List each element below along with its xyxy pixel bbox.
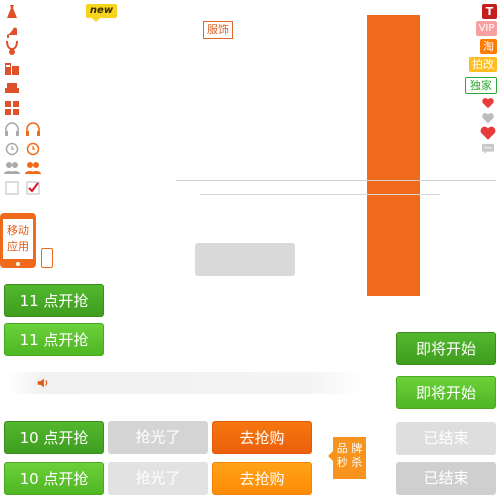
brand-flash-sale-tag[interactable]: 品 牌 秒 杀 [328, 437, 366, 479]
new-badge: new [86, 4, 117, 22]
start-at-10-button[interactable]: 10 点开抢 [4, 421, 104, 454]
start-at-10-button[interactable]: 10 点开抢 [4, 462, 104, 495]
mobile-app-label: 移动 [7, 224, 29, 237]
users-icon[interactable] [4, 160, 20, 176]
buy-now-button[interactable]: 去抢购 [212, 462, 312, 495]
speaker-icon[interactable] [36, 376, 50, 390]
heart-icon[interactable] [481, 96, 495, 110]
taobao-badge: 淘 [480, 39, 497, 54]
coming-soon-button[interactable]: 即将开始 [396, 332, 496, 365]
ended-button[interactable]: 已结束 [396, 422, 496, 455]
grid-icon [4, 100, 20, 116]
brand-tag-line: 品 牌 [336, 442, 363, 455]
phone-icon[interactable] [41, 248, 53, 268]
divider-line [200, 194, 440, 195]
paimai-badge: 拍改 [469, 57, 497, 72]
headphones-icon[interactable] [25, 121, 41, 137]
comment-icon[interactable] [481, 143, 495, 155]
users-icon[interactable] [25, 160, 41, 176]
alarm-clock-icon[interactable] [4, 140, 20, 156]
start-at-11-button[interactable]: 11 点开抢 [4, 323, 104, 356]
mobile-app-label: 应用 [7, 240, 29, 253]
mobile-app-button[interactable]: 移动 应用 [0, 213, 36, 268]
tmall-badge: T [482, 4, 497, 19]
dress-icon [4, 4, 20, 20]
checkbox-checked-icon[interactable] [25, 180, 41, 196]
heart-icon[interactable] [481, 111, 495, 125]
divider-line [176, 180, 496, 181]
buy-now-button[interactable]: 去抢购 [212, 421, 312, 454]
dujia-badge: 独家 [465, 77, 497, 94]
coming-soon-button[interactable]: 即将开始 [396, 376, 496, 409]
alarm-clock-icon[interactable] [25, 140, 41, 156]
audio-bar[interactable] [8, 372, 363, 394]
headphones-icon[interactable] [4, 121, 20, 137]
sold-out-button[interactable]: 抢光了 [108, 421, 208, 454]
vip-badge: VIP [476, 21, 497, 36]
appliance-icon [4, 60, 20, 76]
checkbox-icon[interactable] [4, 180, 20, 196]
category-tag-fushi[interactable]: 服饰 [203, 21, 233, 39]
start-at-11-button[interactable]: 11 点开抢 [4, 284, 104, 317]
sofa-icon [4, 79, 20, 95]
necklace-icon [4, 40, 20, 56]
high-heel-icon [4, 23, 20, 39]
ended-button[interactable]: 已结束 [396, 462, 496, 495]
gray-placeholder [195, 243, 295, 276]
sold-out-button[interactable]: 抢光了 [108, 462, 208, 495]
brand-tag-line: 秒 杀 [336, 456, 363, 469]
heart-icon[interactable] [478, 124, 498, 142]
orange-panel [367, 15, 420, 296]
